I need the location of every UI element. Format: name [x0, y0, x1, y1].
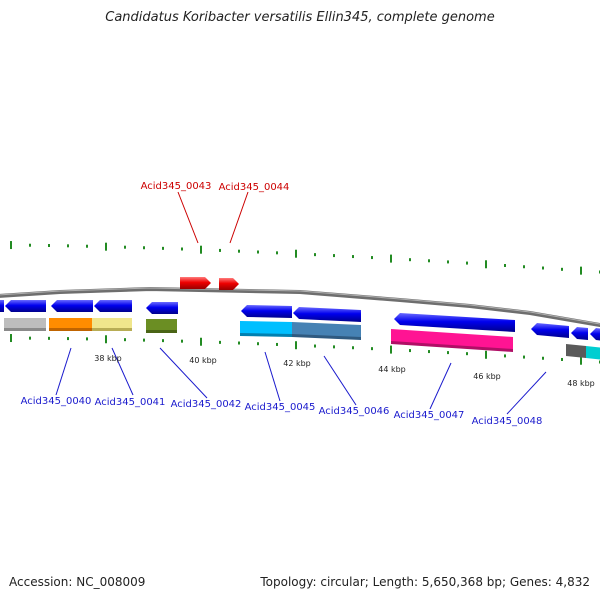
tick-label-38kbp: 38 kbp: [94, 354, 122, 363]
chromosome-backbone-highlight: [0, 287, 600, 325]
feature-block-olive[interactable]: [146, 319, 177, 333]
genome-title: Candidatus Koribacter versatilis Ellin34…: [105, 10, 495, 25]
feature-block-khaki-shade: [92, 328, 132, 331]
gene-arrow-0046[interactable]: [293, 307, 361, 322]
feature-block-magenta[interactable]: [391, 329, 513, 351]
gene-label-acid345-0041[interactable]: Acid345_0041: [95, 397, 166, 408]
gene-arrow-0042[interactable]: [146, 302, 178, 314]
feature-block-orange[interactable]: [49, 318, 92, 331]
gene-label-acid345-0047[interactable]: Acid345_0047: [394, 410, 465, 421]
gene-acid345-0044[interactable]: [219, 278, 239, 290]
feature-block-steelblue-shade: [292, 334, 361, 340]
tick-label-40kbp: 40 kbp: [189, 356, 217, 365]
feature-block-magenta-shade: [391, 341, 513, 352]
gene-label-acid345-0045[interactable]: Acid345_0045: [245, 402, 316, 413]
lower-tick-row: [10, 334, 600, 365]
gene-arrow-0049[interactable]: [571, 327, 588, 340]
gene-label-acid345-0042[interactable]: Acid345_0042: [171, 399, 242, 410]
gene-arrow-0045[interactable]: [241, 305, 292, 318]
gene-label-acid345-0044[interactable]: Acid345_0044: [219, 182, 290, 193]
feature-block-teal[interactable]: [586, 346, 600, 360]
gene-label-acid345-0040[interactable]: Acid345_0040: [21, 396, 92, 407]
feature-block-khaki[interactable]: [92, 318, 132, 331]
feature-block-cyan[interactable]: [240, 321, 292, 336]
feature-block-darkgrey[interactable]: [566, 344, 586, 358]
feature-block-orange-shade: [49, 328, 92, 331]
gene-label-acid345-0048[interactable]: Acid345_0048: [472, 416, 543, 427]
topology-text: Topology: circular; Length: 5,650,368 bp…: [260, 575, 590, 589]
tick-label-48kbp: 48 kbp: [567, 379, 595, 388]
upper-tick-row: [10, 241, 600, 275]
feature-block-cyan-shade: [240, 333, 292, 337]
chromosome-backbone: [0, 286, 600, 327]
gene-acid345-0043[interactable]: [180, 277, 211, 289]
feature-block-olive-shade: [146, 330, 177, 333]
gene-arrow-0048[interactable]: [531, 323, 569, 338]
gene-arrow-0050[interactable]: [590, 328, 600, 341]
tick-label-44kbp: 44 kbp: [378, 365, 406, 374]
tick-label-42kbp: 42 kbp: [283, 359, 311, 368]
gene-arrow-0038[interactable]: [0, 300, 4, 312]
tick-label-46kbp: 46 kbp: [473, 372, 501, 381]
gene-label-acid345-0043[interactable]: Acid345_0043: [141, 181, 212, 192]
feature-block-grey-shade: [4, 328, 46, 331]
gene-arrow-0040[interactable]: [5, 300, 46, 312]
label-connectors: [55, 191, 547, 415]
gene-label-acid345-0046[interactable]: Acid345_0046: [319, 406, 390, 417]
gene-arrow-0047[interactable]: [394, 313, 515, 332]
accession-text: Accession: NC_008009: [9, 575, 146, 589]
gene-arrow-0041[interactable]: [51, 300, 93, 312]
feature-block-grey[interactable]: [4, 318, 46, 331]
gene-arrow-0042a[interactable]: [94, 300, 132, 312]
